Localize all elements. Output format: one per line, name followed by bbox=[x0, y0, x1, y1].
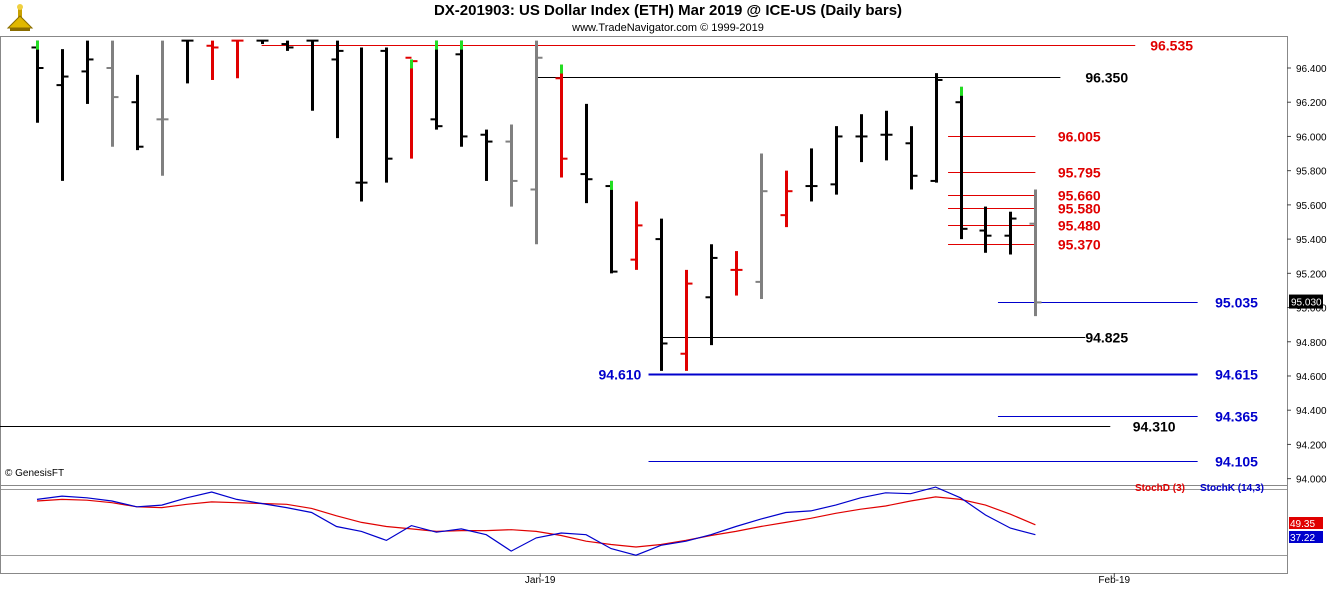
price-bar bbox=[306, 39, 319, 111]
y-tick-label: 95.000 bbox=[1296, 304, 1327, 315]
price-bar bbox=[755, 153, 768, 299]
price-bar bbox=[181, 39, 194, 84]
level-label-left: 94.610 bbox=[599, 367, 642, 383]
price-bar bbox=[680, 269, 693, 371]
stochd-legend: StochD (3) bbox=[1135, 483, 1185, 494]
price-bar bbox=[979, 206, 992, 253]
level-label: 95.370 bbox=[1058, 237, 1101, 253]
genesis-logo-icon bbox=[4, 2, 36, 34]
level-label: 96.005 bbox=[1058, 129, 1101, 145]
level-label: 94.615 bbox=[1215, 367, 1258, 383]
level-label: 94.310 bbox=[1133, 419, 1176, 435]
level-label: 94.825 bbox=[1085, 330, 1128, 346]
price-bar bbox=[580, 103, 593, 204]
price-bar bbox=[1029, 189, 1042, 317]
stochk-line bbox=[36, 486, 1036, 556]
price-bar bbox=[355, 47, 368, 202]
price-bar bbox=[81, 40, 94, 104]
last-price-label: 95.030 bbox=[1291, 298, 1322, 309]
chart-subtitle: www.TradeNavigator.com © 1999-2019 bbox=[572, 22, 764, 34]
y-tick-label: 95.200 bbox=[1296, 269, 1327, 280]
price-bar bbox=[805, 148, 818, 202]
chart-title: DX-201903: US Dollar Index (ETH) Mar 201… bbox=[433, 2, 903, 19]
price-bar bbox=[480, 129, 493, 181]
price-bar bbox=[455, 40, 468, 147]
price-bar bbox=[206, 40, 219, 80]
level-label: 96.535 bbox=[1150, 38, 1193, 54]
x-tick-label: Jan-19 bbox=[525, 575, 556, 586]
price-bar bbox=[256, 39, 269, 45]
price-bar bbox=[405, 56, 418, 159]
level-label: 95.480 bbox=[1058, 218, 1101, 234]
y-tick-label: 96.200 bbox=[1296, 98, 1327, 109]
level-label: 94.365 bbox=[1215, 409, 1258, 425]
y-tick-label: 94.000 bbox=[1296, 475, 1327, 486]
price-bar bbox=[705, 244, 718, 346]
price-bar bbox=[830, 126, 843, 195]
x-tick-label: Feb-19 bbox=[1098, 575, 1130, 586]
stochk-value-label: 37.22 bbox=[1290, 533, 1315, 544]
price-bar bbox=[905, 126, 918, 190]
source-credit: © GenesisFT bbox=[5, 468, 65, 479]
price-bar bbox=[630, 201, 643, 270]
level-label: 95.580 bbox=[1058, 201, 1101, 217]
price-bar bbox=[855, 114, 868, 163]
y-tick-label: 96.000 bbox=[1296, 132, 1327, 143]
price-bar bbox=[281, 40, 294, 51]
price-bar bbox=[530, 40, 543, 245]
price-bar bbox=[31, 40, 44, 123]
level-label: 95.660 bbox=[1058, 188, 1101, 204]
price-bar bbox=[955, 86, 968, 240]
price-bar bbox=[930, 73, 943, 183]
price-bar bbox=[730, 251, 743, 296]
stoch-panel-frame bbox=[0, 485, 1288, 574]
price-bar bbox=[106, 40, 119, 147]
price-bar bbox=[331, 40, 344, 139]
y-tick-label: 94.200 bbox=[1296, 440, 1327, 451]
y-tick-label: 95.800 bbox=[1296, 167, 1327, 178]
stochd-value-label: 49.35 bbox=[1290, 519, 1315, 530]
y-tick-label: 95.600 bbox=[1296, 201, 1327, 212]
y-tick-label: 95.400 bbox=[1296, 235, 1327, 246]
price-bar bbox=[56, 49, 69, 181]
stochk-legend: StochK (14,3) bbox=[1200, 483, 1264, 494]
y-tick-label: 94.800 bbox=[1296, 338, 1327, 349]
level-label: 96.350 bbox=[1085, 70, 1128, 86]
level-label: 95.795 bbox=[1058, 165, 1101, 181]
level-label: 95.035 bbox=[1215, 295, 1258, 311]
price-bar bbox=[430, 40, 443, 130]
level-label: 94.105 bbox=[1215, 454, 1258, 470]
price-bar bbox=[380, 47, 393, 183]
stochd-value-box bbox=[1289, 517, 1323, 529]
price-bar bbox=[156, 40, 169, 176]
price-bar bbox=[505, 124, 518, 207]
price-bar bbox=[605, 180, 618, 274]
stochd-line bbox=[36, 496, 1036, 548]
y-tick-label: 94.400 bbox=[1296, 406, 1327, 417]
price-bar bbox=[1004, 211, 1017, 255]
y-tick-label: 96.400 bbox=[1296, 64, 1327, 75]
price-bar bbox=[555, 64, 568, 178]
price-bar bbox=[880, 110, 893, 161]
price-bar bbox=[231, 39, 244, 79]
y-tick-label: 94.600 bbox=[1296, 372, 1327, 383]
price-panel-frame bbox=[0, 36, 1288, 486]
price-bar bbox=[655, 218, 668, 371]
price-bar bbox=[131, 74, 144, 151]
last-price-box bbox=[1289, 294, 1323, 309]
stochk-value-box bbox=[1289, 531, 1323, 543]
price-bar bbox=[780, 170, 793, 228]
